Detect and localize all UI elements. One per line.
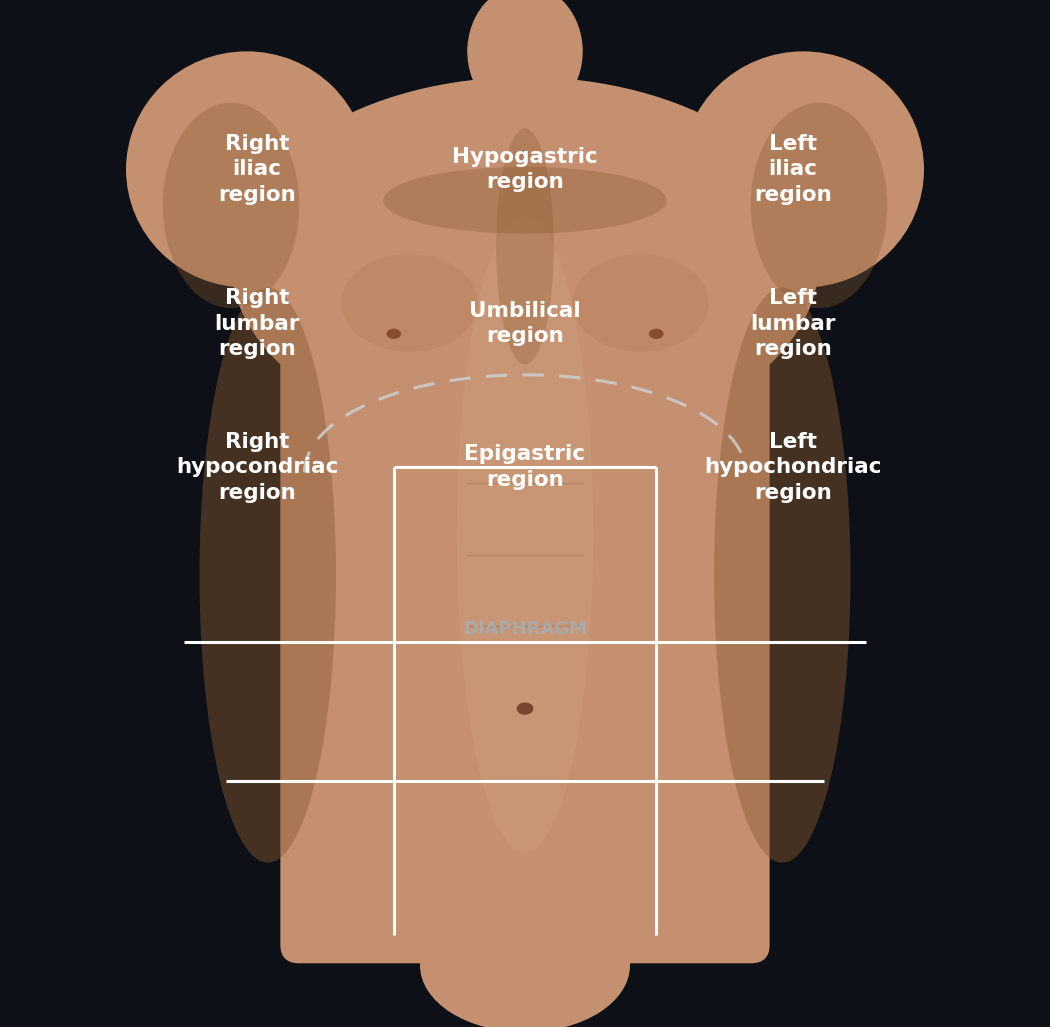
Text: Left
lumbar
region: Left lumbar region: [750, 288, 836, 359]
Text: Right
hypocondriac
region: Right hypocondriac region: [176, 431, 338, 503]
Ellipse shape: [496, 128, 554, 365]
Ellipse shape: [200, 288, 336, 863]
FancyBboxPatch shape: [280, 300, 770, 963]
Text: Umbilical
region: Umbilical region: [469, 301, 581, 346]
Ellipse shape: [383, 166, 667, 233]
Text: Epigastric
region: Epigastric region: [464, 445, 586, 490]
Ellipse shape: [751, 103, 887, 308]
Ellipse shape: [714, 288, 850, 863]
Ellipse shape: [457, 216, 593, 852]
Text: Right
iliac
region: Right iliac region: [218, 134, 296, 205]
Ellipse shape: [362, 755, 688, 971]
Text: Hypogastric
region: Hypogastric region: [453, 147, 597, 192]
Ellipse shape: [386, 329, 401, 339]
Ellipse shape: [341, 254, 478, 351]
Ellipse shape: [467, 0, 583, 118]
Text: DIAPHRAGM: DIAPHRAGM: [463, 619, 587, 638]
Ellipse shape: [649, 329, 664, 339]
Ellipse shape: [231, 77, 819, 447]
Ellipse shape: [163, 103, 299, 308]
Ellipse shape: [420, 899, 630, 1027]
Ellipse shape: [517, 702, 533, 715]
Text: Right
lumbar
region: Right lumbar region: [214, 288, 300, 359]
Ellipse shape: [572, 254, 709, 351]
Text: Left
hypochondriac
region: Left hypochondriac region: [704, 431, 882, 503]
Ellipse shape: [682, 51, 924, 288]
Ellipse shape: [126, 51, 368, 288]
Text: Left
iliac
region: Left iliac region: [754, 134, 832, 205]
